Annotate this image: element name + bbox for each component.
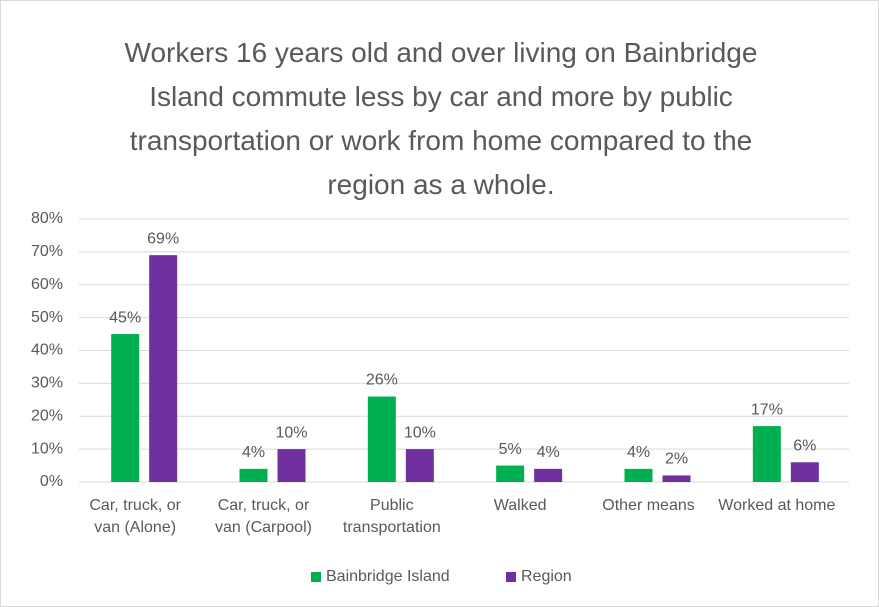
bar <box>367 396 396 482</box>
value-label: 4% <box>537 444 560 461</box>
x-tick-label: Public transportation <box>342 497 441 536</box>
bar <box>149 255 178 482</box>
bar <box>752 426 781 482</box>
value-label: 10% <box>275 424 307 441</box>
x-tick-label: Other means <box>602 497 695 514</box>
y-tick-label: 20% <box>31 407 63 424</box>
x-tick-label: Worked at home <box>718 497 836 514</box>
y-tick-label: 10% <box>31 440 63 457</box>
bar <box>239 468 268 482</box>
y-tick-label: 40% <box>31 342 63 359</box>
y-tick-label: 0% <box>40 473 63 490</box>
value-label: 4% <box>627 444 650 461</box>
bar <box>277 449 306 482</box>
y-tick-label: 60% <box>31 276 63 293</box>
bar <box>790 462 819 482</box>
legend-label: Region <box>521 568 572 585</box>
legend-swatch <box>311 572 321 582</box>
legend-swatch <box>506 572 516 582</box>
y-tick-label: 80% <box>31 210 63 227</box>
bar <box>496 465 525 482</box>
y-tick-label: 70% <box>31 243 63 260</box>
x-tick-label: Car, truck, or van (Carpool) <box>215 497 312 536</box>
bar <box>624 468 653 482</box>
value-label: 4% <box>242 444 265 461</box>
value-label: 2% <box>665 451 688 468</box>
chart-title: Workers 16 years old and over living on … <box>124 37 758 200</box>
value-label: 69% <box>147 230 179 247</box>
x-tick-label: Car, truck, or van (Alone) <box>89 497 181 536</box>
bar <box>405 449 434 482</box>
y-tick-label: 50% <box>31 309 63 326</box>
x-tick-label: Walked <box>493 497 547 514</box>
bar <box>534 468 563 482</box>
value-label: 26% <box>366 372 398 389</box>
value-label: 6% <box>793 437 816 454</box>
value-label: 10% <box>404 424 436 441</box>
bar <box>111 334 140 482</box>
y-tick-label: 30% <box>31 375 63 392</box>
value-label: 17% <box>751 401 783 418</box>
legend-label: Bainbridge Island <box>326 568 450 585</box>
value-label: 45% <box>109 309 141 326</box>
bar <box>662 475 691 482</box>
value-label: 5% <box>499 441 522 458</box>
